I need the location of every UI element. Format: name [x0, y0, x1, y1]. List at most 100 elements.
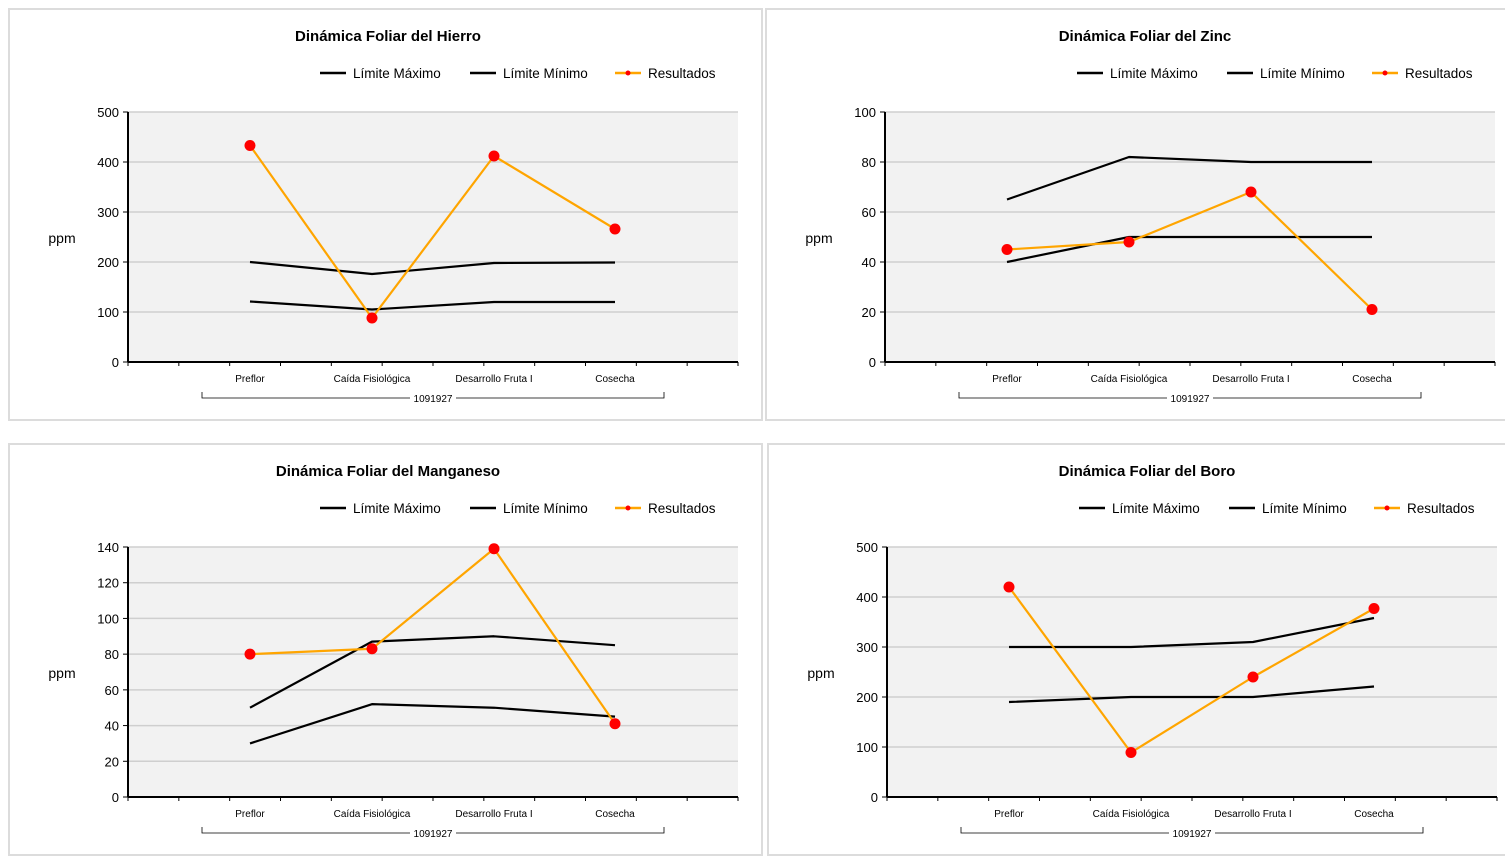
- chart-panel-hierro: 0 100 200 300 400 500 Dinámica Foliar del Hier…: [8, 8, 763, 421]
- legend-label: Límite Mínimo: [1260, 66, 1345, 81]
- legend-marker: [1382, 70, 1388, 76]
- y-axis-label: ppm: [48, 665, 75, 681]
- y-tick-label: 500: [97, 105, 119, 120]
- y-tick-label: 100: [97, 305, 119, 320]
- series-line: [249, 547, 616, 725]
- data-point: [366, 643, 378, 655]
- y-tick-label: 80: [862, 155, 876, 170]
- legend-label: Límite Mínimo: [1262, 501, 1347, 516]
- x-tick-label: Caída Fisiológica: [1093, 809, 1170, 820]
- data-point: [1001, 244, 1013, 255]
- data-point: [244, 140, 256, 151]
- data-point: [366, 312, 378, 324]
- y-tick-label: 0: [869, 355, 876, 370]
- x-tick-label: Caída Fisiológica: [1091, 374, 1168, 385]
- x-tick-label: Caída Fisiológica: [334, 374, 411, 385]
- y-tick-label: 0: [112, 790, 119, 805]
- y-tick-label: 100: [854, 105, 876, 120]
- y-axis-label: ppm: [805, 230, 832, 246]
- legend-label: Resultados: [648, 501, 716, 516]
- plot-area: [887, 547, 1497, 797]
- legend-label: Límite Mínimo: [503, 66, 588, 81]
- data-point: [1123, 236, 1135, 248]
- data-point: [609, 718, 621, 730]
- y-tick-label: 400: [856, 590, 878, 605]
- group-label-bg: [410, 827, 456, 839]
- group-label-bg: [1169, 827, 1215, 839]
- chart-title: Dinámica Foliar del Manganeso: [276, 463, 500, 480]
- series-line: [1006, 190, 1373, 311]
- legend-label: Límite Máximo: [353, 501, 441, 516]
- chart-title: Dinámica Foliar del Boro: [1059, 463, 1236, 480]
- legend-label: Límite Máximo: [1112, 501, 1200, 516]
- legend-marker: [625, 70, 631, 76]
- y-axis-label: ppm: [807, 665, 834, 681]
- series-line: [249, 300, 615, 311]
- x-tick-label: Cosecha: [1352, 374, 1392, 385]
- y-tick-label: 300: [856, 640, 878, 655]
- x-tick-label: Desarrollo Fruta I: [1212, 374, 1289, 385]
- x-tick-label: Cosecha: [595, 809, 635, 820]
- legend-label: Límite Máximo: [353, 66, 441, 81]
- plot-area: [128, 547, 738, 797]
- data-point: [488, 150, 500, 162]
- x-tick-label: Desarrollo Fruta I: [1214, 809, 1291, 820]
- group-label: 1091927: [414, 829, 453, 840]
- series-line: [249, 703, 616, 745]
- chart-panel-zinc: 0 20 40 60 80 100 Dinámica Foliar del Zinc ppm P…: [765, 8, 1505, 421]
- y-tick-label: 40: [862, 255, 876, 270]
- group-label: 1091927: [1171, 394, 1210, 405]
- y-tick-label: 100: [97, 611, 119, 626]
- chart-svg: 0 20 40 60 80 100 Dinámica Foliar del Zinc ppm P…: [805, 28, 1496, 405]
- y-tick-label: 0: [871, 790, 878, 805]
- y-tick-label: 200: [97, 255, 119, 270]
- data-point: [1368, 603, 1380, 614]
- data-point: [1125, 747, 1137, 758]
- y-tick-label: 500: [856, 540, 878, 555]
- x-tick-label: Cosecha: [1354, 809, 1394, 820]
- y-tick-label: 120: [97, 576, 119, 591]
- legend-marker: [625, 505, 631, 511]
- data-point: [1003, 581, 1015, 593]
- data-point: [1366, 304, 1378, 315]
- x-tick-label: Preflor: [235, 809, 265, 820]
- x-tick-label: Preflor: [992, 374, 1022, 385]
- chart-title: Dinámica Foliar del Zinc: [1059, 28, 1232, 45]
- data-point: [1247, 671, 1259, 683]
- x-tick-label: Preflor: [235, 374, 265, 385]
- data-point: [609, 223, 621, 235]
- y-tick-label: 80: [105, 647, 119, 662]
- chart-panel-boro: 0 100 200 300 400 500 Dinámica Foliar del Boro…: [767, 443, 1505, 856]
- series-line: [1008, 685, 1375, 704]
- x-tick-label: Caída Fisiológica: [334, 809, 411, 820]
- y-tick-label: 140: [97, 540, 119, 555]
- chart-panel-manganeso: 0 20 40 60 80 100 120 140 Dinámica Foliar del Ma…: [8, 443, 763, 856]
- x-tick-label: Desarrollo Fruta I: [455, 809, 532, 820]
- y-tick-label: 0: [112, 355, 119, 370]
- data-point: [244, 648, 256, 660]
- legend-label: Límite Mínimo: [503, 501, 588, 516]
- chart-svg: 0 100 200 300 400 500 Dinámica Foliar del Hier…: [48, 28, 739, 405]
- y-tick-label: 40: [105, 719, 119, 734]
- series-line: [1006, 155, 1372, 201]
- series-line: [1008, 586, 1375, 754]
- group-label: 1091927: [1173, 829, 1212, 840]
- y-tick-label: 400: [97, 155, 119, 170]
- x-tick-label: Cosecha: [595, 374, 635, 385]
- data-point: [1245, 186, 1257, 198]
- x-tick-label: Desarrollo Fruta I: [455, 374, 532, 385]
- series-line: [1009, 616, 1375, 649]
- series-line: [249, 260, 616, 276]
- x-tick-label: Preflor: [994, 809, 1024, 820]
- chart-title: Dinámica Foliar del Hierro: [295, 28, 481, 45]
- series-line: [249, 635, 616, 709]
- group-label-bg: [410, 392, 456, 404]
- y-tick-label: 20: [862, 305, 876, 320]
- chart-svg: 0 20 40 60 80 100 120 140 Dinámica Foliar del Ma…: [48, 463, 739, 840]
- y-tick-label: 60: [105, 683, 119, 698]
- group-label: 1091927: [414, 394, 453, 405]
- y-tick-label: 200: [856, 690, 878, 705]
- legend-label: Resultados: [648, 66, 716, 81]
- y-tick-label: 100: [856, 740, 878, 755]
- y-tick-label: 60: [862, 205, 876, 220]
